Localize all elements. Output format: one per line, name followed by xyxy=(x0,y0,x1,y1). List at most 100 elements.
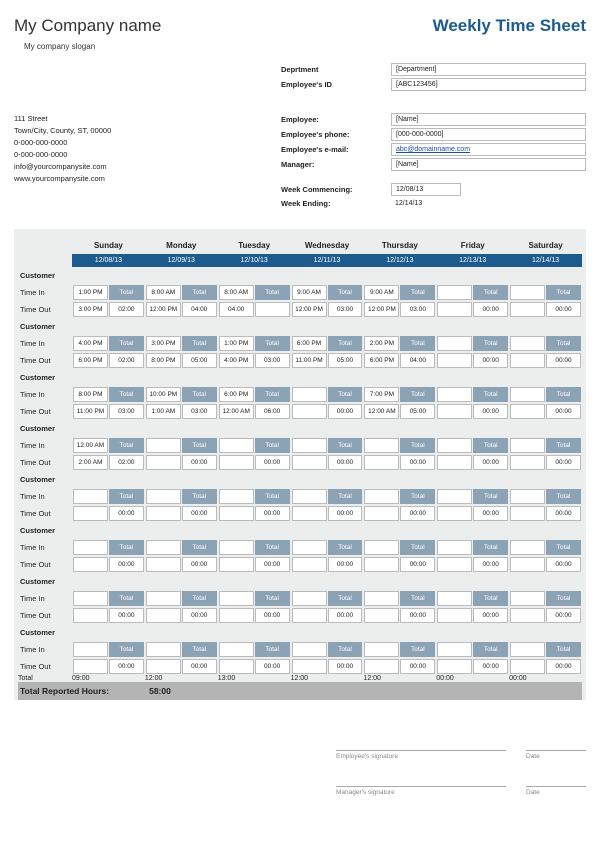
timein-value[interactable] xyxy=(364,591,399,606)
timeout-value[interactable] xyxy=(219,659,254,674)
timein-value[interactable] xyxy=(364,642,399,657)
timeout-value[interactable] xyxy=(292,455,327,470)
timein-value[interactable] xyxy=(219,489,254,504)
timein-value[interactable]: 12:00 AM xyxy=(73,438,108,453)
timein-value[interactable]: 4:00 PM xyxy=(73,336,108,351)
dept-value[interactable]: [Department] xyxy=(391,63,586,76)
timein-value[interactable]: 7:00 PM xyxy=(364,387,399,402)
timein-value[interactable]: 8:00 AM xyxy=(146,285,181,300)
timeout-value[interactable] xyxy=(510,608,545,623)
timeout-value[interactable]: 8:00 PM xyxy=(146,353,181,368)
timeout-value[interactable]: 12:00 AM xyxy=(364,404,399,419)
empemail-value[interactable]: abc@domainname.com xyxy=(391,143,586,156)
timein-value[interactable] xyxy=(437,438,472,453)
timein-value[interactable] xyxy=(73,540,108,555)
timein-value[interactable] xyxy=(510,489,545,504)
timein-value[interactable] xyxy=(437,489,472,504)
timein-value[interactable] xyxy=(292,489,327,504)
timeout-value[interactable] xyxy=(292,659,327,674)
timeout-value[interactable]: 12:00 PM xyxy=(364,302,399,317)
timein-value[interactable] xyxy=(364,438,399,453)
timeout-value[interactable] xyxy=(364,506,399,521)
timeout-value[interactable] xyxy=(73,557,108,572)
timein-value[interactable]: 2:00 PM xyxy=(364,336,399,351)
timein-value[interactable] xyxy=(437,285,472,300)
timeout-value[interactable] xyxy=(437,506,472,521)
timeout-value[interactable] xyxy=(219,506,254,521)
weekstart-value[interactable]: 12/08/13 xyxy=(391,183,461,196)
timeout-value[interactable] xyxy=(364,455,399,470)
timein-value[interactable] xyxy=(437,591,472,606)
timein-value[interactable] xyxy=(292,438,327,453)
manager-value[interactable]: [Name] xyxy=(391,158,586,171)
timein-value[interactable] xyxy=(510,285,545,300)
timeout-value[interactable]: 12:00 AM xyxy=(219,404,254,419)
timein-value[interactable]: 6:00 PM xyxy=(219,387,254,402)
timein-value[interactable] xyxy=(73,489,108,504)
empid-value[interactable]: [ABC123456] xyxy=(391,78,586,91)
timeout-value[interactable] xyxy=(510,353,545,368)
timeout-value[interactable] xyxy=(73,608,108,623)
timein-value[interactable] xyxy=(219,438,254,453)
timein-value[interactable] xyxy=(437,642,472,657)
timein-value[interactable]: 8:00 PM xyxy=(73,387,108,402)
timeout-value[interactable] xyxy=(437,557,472,572)
timeout-value[interactable] xyxy=(510,404,545,419)
timeout-value[interactable] xyxy=(219,557,254,572)
timein-value[interactable]: 9:00 AM xyxy=(364,285,399,300)
timein-value[interactable] xyxy=(73,591,108,606)
timein-value[interactable] xyxy=(510,387,545,402)
employee-value[interactable]: [Name] xyxy=(391,113,586,126)
timein-value[interactable] xyxy=(292,591,327,606)
timeout-value[interactable] xyxy=(73,659,108,674)
timeout-value[interactable] xyxy=(510,659,545,674)
timein-value[interactable]: 9:00 AM xyxy=(292,285,327,300)
timeout-value[interactable] xyxy=(73,506,108,521)
timein-value[interactable] xyxy=(219,591,254,606)
timeout-value[interactable] xyxy=(364,659,399,674)
timein-value[interactable] xyxy=(73,642,108,657)
timeout-value[interactable] xyxy=(146,455,181,470)
timein-value[interactable] xyxy=(146,438,181,453)
timein-value[interactable] xyxy=(437,387,472,402)
timein-value[interactable]: 1:00 PM xyxy=(73,285,108,300)
timeout-value[interactable] xyxy=(510,557,545,572)
timeout-value[interactable] xyxy=(510,506,545,521)
timeout-value[interactable] xyxy=(437,659,472,674)
timeout-value[interactable]: 4:00 PM xyxy=(219,353,254,368)
timeout-value[interactable] xyxy=(364,557,399,572)
timein-value[interactable] xyxy=(146,540,181,555)
empphone-value[interactable]: [000-000-0000] xyxy=(391,128,586,141)
timeout-value[interactable]: 6:00 PM xyxy=(364,353,399,368)
timeout-value[interactable]: 6:00 PM xyxy=(73,353,108,368)
timein-value[interactable] xyxy=(292,540,327,555)
timeout-value[interactable]: 04:00 xyxy=(219,302,254,317)
timeout-value[interactable] xyxy=(437,455,472,470)
timeout-value[interactable] xyxy=(219,608,254,623)
timein-value[interactable]: 8:00 AM xyxy=(219,285,254,300)
timeout-value[interactable] xyxy=(292,506,327,521)
timeout-value[interactable]: 11:00 PM xyxy=(73,404,108,419)
timein-value[interactable]: 10:00 PM xyxy=(146,387,181,402)
timeout-value[interactable] xyxy=(219,455,254,470)
timein-value[interactable] xyxy=(510,540,545,555)
timeout-value[interactable] xyxy=(292,608,327,623)
timein-value[interactable] xyxy=(219,642,254,657)
timein-value[interactable]: 3:00 PM xyxy=(146,336,181,351)
timein-value[interactable] xyxy=(510,438,545,453)
timein-value[interactable] xyxy=(364,489,399,504)
timeout-value[interactable]: 2:00 AM xyxy=(73,455,108,470)
timeout-value[interactable] xyxy=(437,302,472,317)
timein-value[interactable] xyxy=(292,387,327,402)
timein-value[interactable] xyxy=(364,540,399,555)
timeout-value[interactable] xyxy=(437,608,472,623)
timein-value[interactable] xyxy=(510,336,545,351)
timeout-value[interactable] xyxy=(364,608,399,623)
timeout-value[interactable] xyxy=(510,455,545,470)
timein-value[interactable] xyxy=(510,591,545,606)
timein-value[interactable] xyxy=(292,642,327,657)
timeout-value[interactable] xyxy=(292,404,327,419)
timeout-value[interactable]: 3:00 PM xyxy=(73,302,108,317)
timein-value[interactable] xyxy=(437,336,472,351)
timeout-value[interactable]: 1:00 AM xyxy=(146,404,181,419)
